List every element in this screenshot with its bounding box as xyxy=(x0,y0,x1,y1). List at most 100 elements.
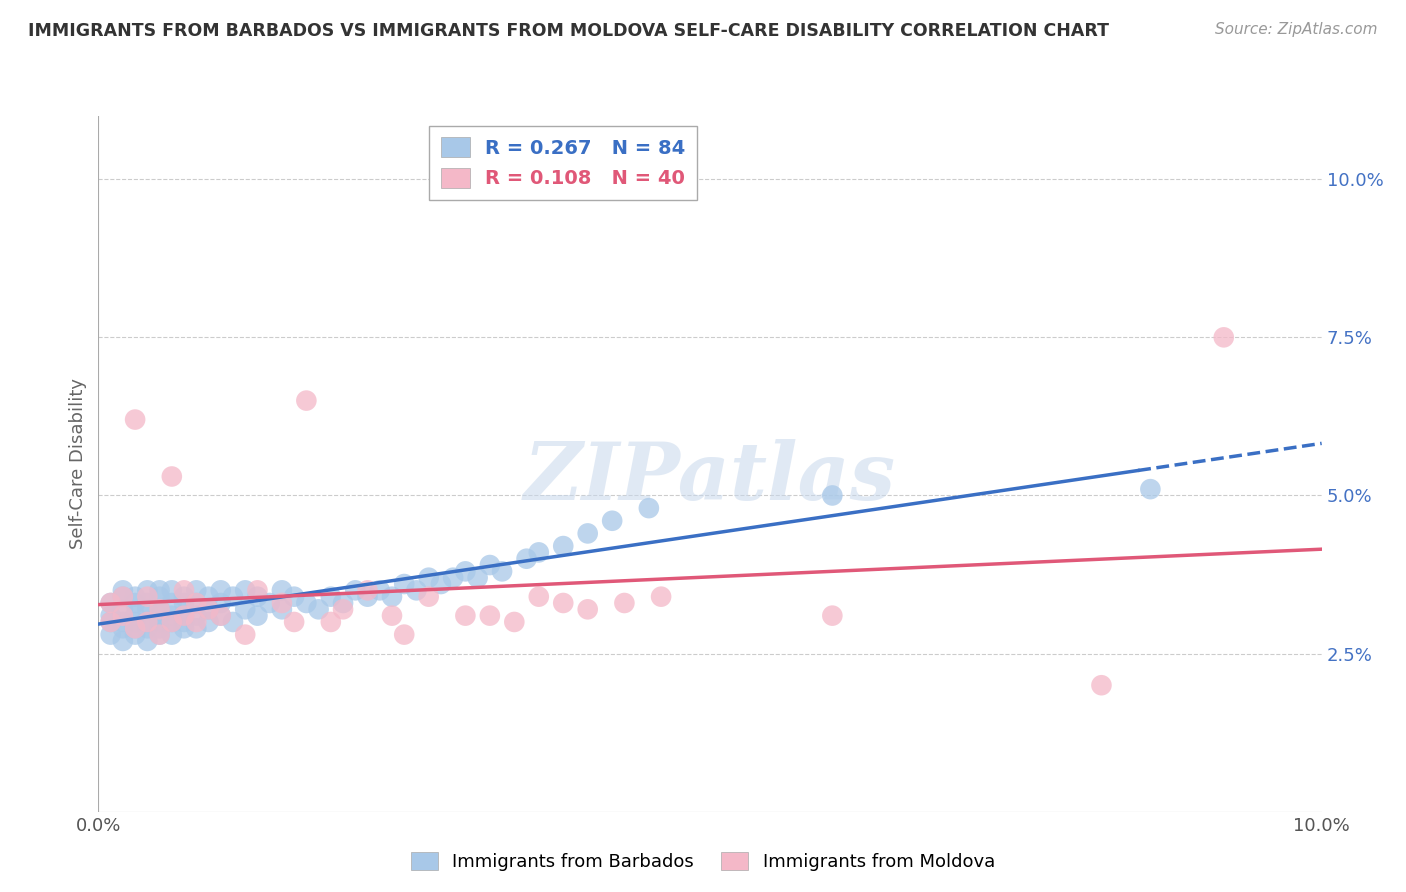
Point xyxy=(553,539,575,553)
Point xyxy=(149,583,172,598)
Point xyxy=(160,615,183,629)
Point xyxy=(356,590,378,604)
Y-axis label: Self-Care Disability: Self-Care Disability xyxy=(69,378,87,549)
Point xyxy=(136,583,159,598)
Point xyxy=(600,514,623,528)
Point xyxy=(100,596,122,610)
Point xyxy=(136,590,159,604)
Text: IMMIGRANTS FROM BARBADOS VS IMMIGRANTS FROM MOLDOVA SELF-CARE DISABILITY CORRELA: IMMIGRANTS FROM BARBADOS VS IMMIGRANTS F… xyxy=(28,22,1109,40)
Point xyxy=(270,583,292,598)
Point xyxy=(111,602,134,616)
Point xyxy=(381,608,404,623)
Point xyxy=(197,602,219,616)
Point xyxy=(149,590,172,604)
Point xyxy=(186,621,208,635)
Point xyxy=(637,501,661,516)
Point xyxy=(553,596,575,610)
Point xyxy=(576,602,599,616)
Point xyxy=(149,627,172,641)
Point xyxy=(259,596,281,610)
Point xyxy=(186,596,208,610)
Point xyxy=(100,615,122,629)
Point xyxy=(576,526,599,541)
Point xyxy=(430,577,453,591)
Point xyxy=(478,608,501,623)
Point xyxy=(124,621,146,635)
Point xyxy=(319,590,342,604)
Point xyxy=(332,596,354,610)
Point xyxy=(173,615,195,629)
Point xyxy=(100,627,122,641)
Point xyxy=(233,602,256,616)
Point xyxy=(160,615,183,629)
Point xyxy=(527,545,550,559)
Point xyxy=(160,596,183,610)
Point xyxy=(173,590,195,604)
Point xyxy=(209,608,232,623)
Point xyxy=(197,615,219,629)
Point xyxy=(270,602,292,616)
Point xyxy=(136,634,159,648)
Point xyxy=(100,608,122,623)
Point xyxy=(319,615,342,629)
Point xyxy=(467,571,489,585)
Point xyxy=(160,627,183,641)
Point xyxy=(197,602,219,616)
Text: ZIPatlas: ZIPatlas xyxy=(524,439,896,516)
Point xyxy=(344,583,367,598)
Point xyxy=(233,627,256,641)
Point xyxy=(332,602,354,616)
Point xyxy=(149,608,172,623)
Point xyxy=(186,615,208,629)
Point xyxy=(283,590,305,604)
Point xyxy=(308,602,330,616)
Legend: R = 0.267   N = 84, R = 0.108   N = 40: R = 0.267 N = 84, R = 0.108 N = 40 xyxy=(429,126,697,200)
Point xyxy=(222,590,245,604)
Point xyxy=(173,608,195,623)
Point xyxy=(197,590,219,604)
Point xyxy=(527,590,550,604)
Point xyxy=(160,608,183,623)
Point xyxy=(418,571,440,585)
Point xyxy=(100,615,122,629)
Point xyxy=(503,615,526,629)
Point xyxy=(136,615,159,629)
Point xyxy=(173,608,195,623)
Point xyxy=(136,602,159,616)
Point xyxy=(246,608,269,623)
Point xyxy=(821,608,844,623)
Point xyxy=(160,583,183,598)
Point xyxy=(478,558,501,572)
Point xyxy=(441,571,464,585)
Point xyxy=(136,615,159,629)
Point xyxy=(186,596,208,610)
Point xyxy=(124,590,146,604)
Point xyxy=(418,590,440,604)
Point xyxy=(111,621,134,635)
Point xyxy=(356,583,378,598)
Point xyxy=(124,615,146,629)
Point xyxy=(392,577,416,591)
Point xyxy=(124,621,146,635)
Point xyxy=(111,615,134,629)
Point xyxy=(173,596,195,610)
Point xyxy=(124,412,146,426)
Point xyxy=(233,583,256,598)
Point xyxy=(1090,678,1112,692)
Point xyxy=(246,590,269,604)
Point xyxy=(209,583,232,598)
Point xyxy=(613,596,636,610)
Point xyxy=(173,583,195,598)
Point xyxy=(111,608,134,623)
Point xyxy=(149,621,172,635)
Point xyxy=(1212,330,1234,344)
Text: Source: ZipAtlas.com: Source: ZipAtlas.com xyxy=(1215,22,1378,37)
Point xyxy=(454,565,477,579)
Point xyxy=(283,615,305,629)
Point xyxy=(124,627,146,641)
Point xyxy=(222,615,245,629)
Point xyxy=(124,596,146,610)
Point xyxy=(209,608,232,623)
Point xyxy=(295,596,318,610)
Point xyxy=(186,608,208,623)
